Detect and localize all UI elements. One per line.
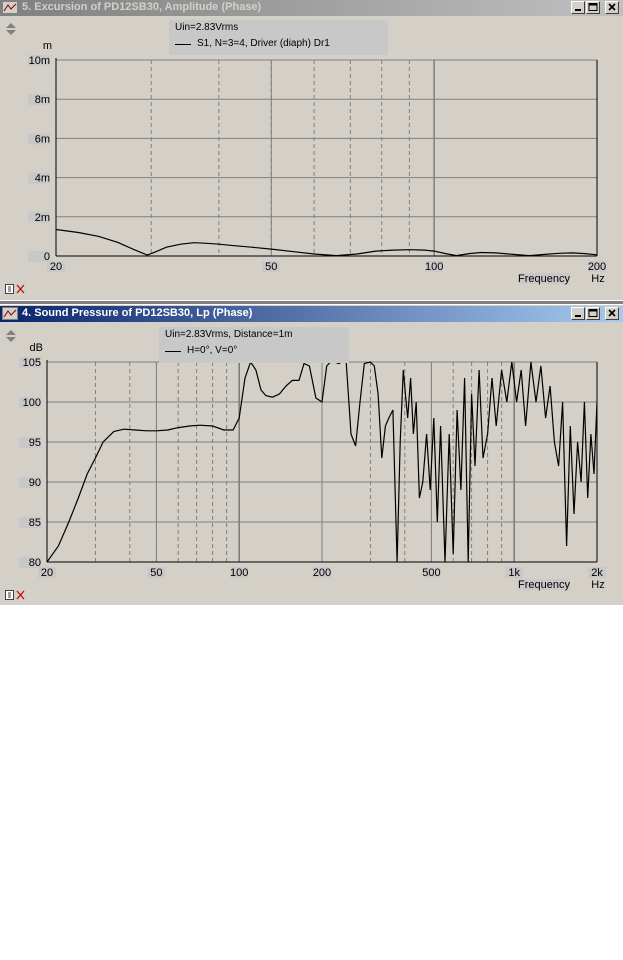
- y-tick-label: 105: [23, 357, 41, 369]
- y-tick-label-bg: [19, 437, 41, 448]
- x-tick-label-bg: [47, 261, 65, 272]
- zoom-updown-icon[interactable]: [5, 329, 17, 343]
- sound-pressure-plot: 20 50 100 200 500 1k 2k 80 85 90 95 100 105 dB Frequen…: [19, 342, 606, 591]
- x-tick-label: 100: [425, 261, 443, 273]
- x-axis-label-bg: [518, 273, 570, 284]
- sound-pressure-window: 4. Sound Pressure of PD12SB30, Lp (Phase…: [0, 305, 623, 605]
- legend-series-name: S1, N=3=4, Driver (diaph) Dr1: [197, 38, 330, 49]
- window-title: 4. Sound Pressure of PD12SB30, Lp (Phase…: [22, 307, 253, 319]
- legend-series-name: H=0°, V=0°: [187, 345, 238, 356]
- y-tick-label-bg: [19, 397, 41, 408]
- x-tick-label: 50: [150, 567, 162, 579]
- y-tick-label: 100: [23, 397, 41, 409]
- window-title: 5. Excursion of PD12SB30, Amplitude (Pha…: [22, 1, 262, 13]
- excursion-titlebar[interactable]: 5. Excursion of PD12SB30, Amplitude (Pha…: [0, 0, 623, 16]
- y-tick-label: 2m: [35, 212, 50, 224]
- series-line: [47, 361, 597, 563]
- x-tick-label-bg: [147, 567, 166, 578]
- x-tick-label-bg: [422, 567, 441, 578]
- x-tick-label: 200: [313, 567, 331, 579]
- info-icon[interactable]: [5, 590, 14, 600]
- info-icon[interactable]: [5, 284, 14, 294]
- plot-area: [56, 60, 597, 256]
- cursor-tool-icon[interactable]: [16, 590, 25, 600]
- chart-app-icon: [2, 307, 18, 320]
- y-tick-label-bg: [28, 133, 50, 145]
- y-tick-label-bg: [28, 55, 50, 66]
- x-tick-label: 1k: [508, 567, 520, 579]
- x-tick-label-bg: [262, 261, 281, 272]
- x-tick-label: 20: [50, 261, 62, 273]
- maximize-button[interactable]: [586, 1, 600, 14]
- legend-line-swatch: [165, 351, 181, 352]
- x-unit-label: Hz: [591, 273, 604, 285]
- y-tick-label-bg: [19, 557, 41, 568]
- series-line: [56, 228, 597, 257]
- y-tick-label-bg: [19, 357, 41, 368]
- legend-conditions: Uin=2.83Vrms, Distance=1m: [165, 329, 293, 340]
- cursor-tool-icon[interactable]: [16, 284, 25, 294]
- y-tick-label-bg: [28, 94, 50, 106]
- x-tick-label: 20: [41, 567, 53, 579]
- x-tick-label-bg: [38, 567, 56, 578]
- y-tick-label: 6m: [35, 133, 50, 145]
- excursion-plot: 20 50 100 200 0 2m 4m 6m 8m 10m m Frequency Hz: [28, 40, 606, 285]
- maximize-button[interactable]: [586, 307, 600, 320]
- y-tick-label: 10m: [29, 55, 50, 67]
- x-tick-label: 2k: [591, 567, 603, 579]
- x-axis-label-bg: [518, 579, 570, 590]
- y-tick-label-bg: [19, 517, 41, 528]
- chart-app-icon: [2, 1, 18, 14]
- y-tick-label: 95: [29, 437, 41, 449]
- x-tick-label-bg: [230, 567, 249, 578]
- x-tick-label-bg: [588, 261, 606, 272]
- y-tick-label-bg: [28, 251, 50, 262]
- legend-box: Uin=2.83Vrms, Distance=1m H=0°, V=0°: [159, 327, 349, 363]
- x-tick-label: 500: [422, 567, 440, 579]
- y-tick-label: 80: [29, 557, 41, 569]
- x-tick-label: 100: [230, 567, 248, 579]
- excursion-window: 5. Excursion of PD12SB30, Amplitude (Pha…: [0, 0, 623, 300]
- y-tick-label-bg: [19, 477, 41, 488]
- y-tick-label: 85: [29, 517, 41, 529]
- y-tick-label: 90: [29, 477, 41, 489]
- sound-pressure-titlebar[interactable]: 4. Sound Pressure of PD12SB30, Lp (Phase…: [0, 306, 623, 322]
- x-tick-label-bg: [313, 567, 331, 578]
- legend-conditions: Uin=2.83Vrms: [175, 22, 239, 33]
- x-tick-label-bg: [505, 567, 524, 578]
- zoom-updown-icon[interactable]: [5, 22, 17, 36]
- window-separator: [0, 300, 623, 304]
- minimize-button[interactable]: [571, 1, 585, 14]
- minimize-button[interactable]: [571, 307, 585, 320]
- legend-box: Uin=2.83Vrms S1, N=3=4, Driver (diaph) D…: [169, 20, 388, 55]
- x-tick-label-bg: [588, 567, 606, 578]
- legend-line-swatch: [175, 44, 191, 45]
- x-axis-label: Frequency: [518, 579, 570, 591]
- close-button[interactable]: [605, 1, 619, 14]
- y-tick-label: 4m: [35, 173, 50, 185]
- y-tick-label: 8m: [35, 94, 50, 106]
- y-axis-label: dB: [30, 342, 43, 354]
- y-tick-label: 0: [44, 251, 50, 263]
- x-tick-label: 50: [265, 261, 277, 273]
- y-tick-label-bg: [28, 172, 50, 184]
- x-axis-label: Frequency: [518, 273, 570, 285]
- x-tick-label-bg: [425, 261, 444, 272]
- x-unit-label: Hz: [591, 579, 604, 591]
- x-tick-label: 200: [588, 261, 606, 273]
- close-button[interactable]: [605, 307, 619, 320]
- y-tick-label-bg: [28, 211, 50, 223]
- y-axis-label: m: [43, 40, 52, 52]
